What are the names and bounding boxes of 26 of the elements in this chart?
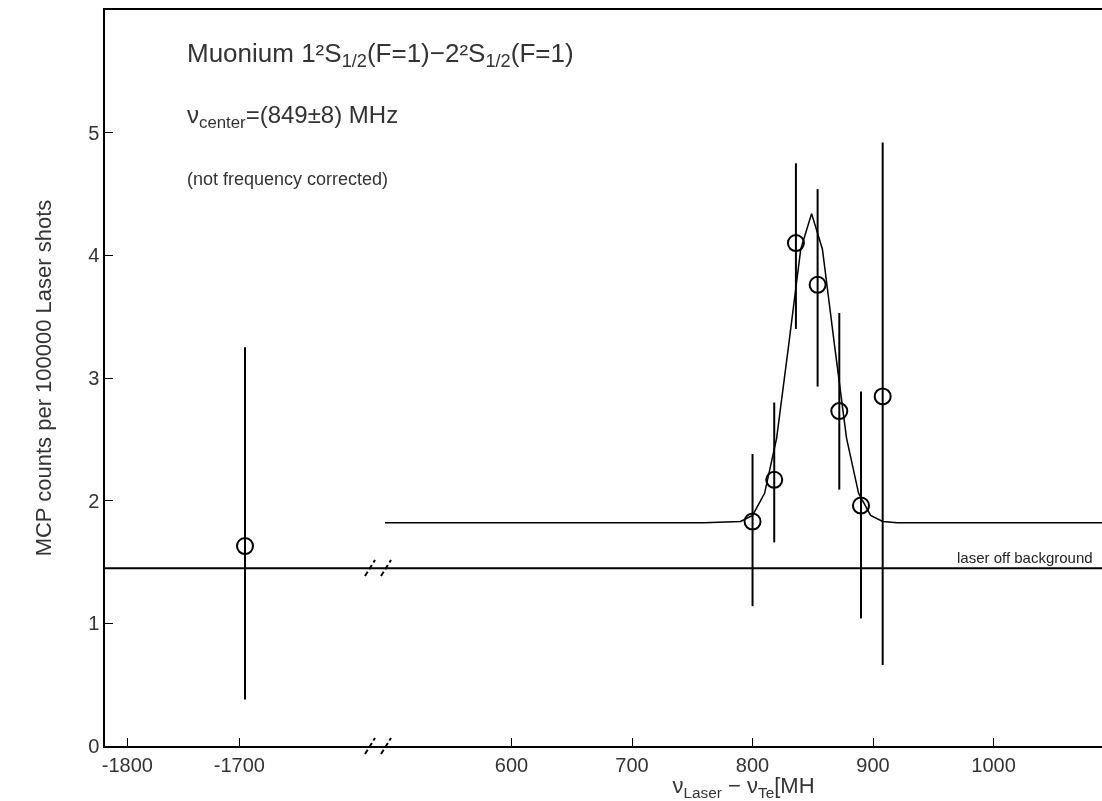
ref-line-label: laser off background bbox=[957, 549, 1093, 566]
point bbox=[873, 387, 892, 406]
point bbox=[830, 402, 849, 421]
x-tick-label: 900 bbox=[856, 753, 890, 776]
y-tick-label: 3 bbox=[88, 367, 100, 389]
y-tick-label: 4 bbox=[88, 244, 100, 267]
point bbox=[743, 512, 762, 531]
x-tick-label: 700 bbox=[615, 753, 649, 776]
x-tick-label: 600 bbox=[494, 753, 529, 776]
x-tick-label: -1800 bbox=[101, 753, 153, 776]
y-tick-label: 1 bbox=[88, 612, 100, 635]
annotation: (not frequency corrected) bbox=[187, 169, 389, 189]
point bbox=[808, 275, 827, 294]
point bbox=[852, 496, 870, 515]
x-tick-label: -1700 bbox=[213, 753, 265, 776]
point bbox=[765, 470, 784, 489]
x-tick-label: 1000 bbox=[971, 753, 1016, 776]
x-axis-title: ν$_{Laser}$ − ν$_{Te}$[MH bbox=[672, 773, 815, 801]
point bbox=[786, 234, 805, 253]
y-tick-label: 2 bbox=[88, 489, 100, 512]
y-axis-title: MCP counts per 100000 Laser shots bbox=[30, 199, 56, 557]
annotation: Muonium 1²S$_{1/2}$(F=1)−2²S$_{1/2}$(F=1) bbox=[187, 38, 574, 72]
annotation: ν$_{center}$=(849±8) MHz bbox=[187, 101, 399, 133]
y-tick-label: 0 bbox=[88, 735, 100, 757]
x-tick-label: 800 bbox=[735, 753, 770, 776]
y-tick-label: 5 bbox=[88, 121, 100, 144]
